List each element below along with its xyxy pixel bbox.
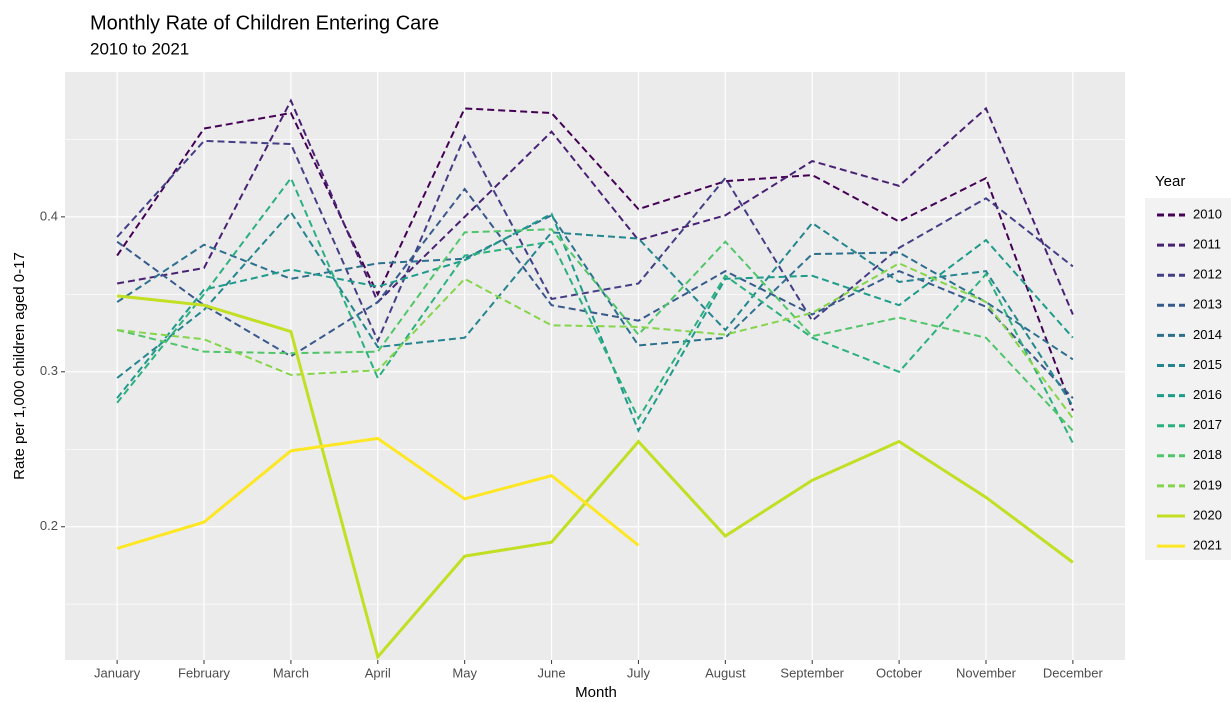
legend-label: 2019 <box>1193 477 1222 492</box>
series-line <box>116 436 640 550</box>
y-tick-label: 0.2 <box>40 518 58 533</box>
x-tick-label: March <box>273 665 309 680</box>
legend-background <box>1145 198 1231 560</box>
chart-title: Monthly Rate of Children Entering Care <box>90 12 439 34</box>
series-line <box>116 212 1074 433</box>
x-axis-title: Month <box>575 684 617 701</box>
legend-label: 2015 <box>1193 357 1222 372</box>
y-axis-title: Rate per 1,000 children aged 0-17 <box>11 252 28 480</box>
series-line <box>116 210 1074 407</box>
legend-label: 2010 <box>1193 206 1222 221</box>
series-line <box>116 133 1074 344</box>
grid <box>65 72 1125 660</box>
y-tick-label: 0.3 <box>40 363 58 378</box>
series-line <box>116 98 1074 315</box>
legend-title: Year <box>1155 173 1185 190</box>
legend-label: 2013 <box>1193 297 1222 312</box>
series-line <box>116 228 1074 432</box>
series-line <box>116 187 1074 399</box>
plot-panel <box>65 72 1125 660</box>
x-tick-label: December <box>1043 665 1104 680</box>
x-tick-label: July <box>627 665 651 680</box>
x-tick-label: October <box>876 665 923 680</box>
legend-label: 2014 <box>1193 327 1222 342</box>
legend-label: 2017 <box>1193 417 1222 432</box>
y-tick-label: 0.4 <box>40 208 58 223</box>
x-tick-label: November <box>956 665 1017 680</box>
x-tick-label: August <box>705 665 746 680</box>
legend-label: 2012 <box>1193 267 1222 282</box>
legend-label: 2020 <box>1193 507 1222 522</box>
x-tick-label: May <box>452 665 477 680</box>
series-line <box>117 262 1074 419</box>
chart-subtitle: 2010 to 2021 <box>90 39 189 58</box>
series-line <box>116 176 1074 444</box>
series-line <box>116 107 1074 411</box>
legend-label: 2021 <box>1193 538 1222 553</box>
legend-label: 2018 <box>1193 447 1222 462</box>
lines <box>116 98 1074 661</box>
x-tick-label: January <box>94 665 141 680</box>
legend-label: 2016 <box>1193 387 1222 402</box>
x-tick-label: September <box>780 665 844 680</box>
x-tick-label: February <box>178 665 231 680</box>
x-tick-label: June <box>537 665 565 680</box>
legend-label: 2011 <box>1193 237 1221 252</box>
x-tick-label: April <box>365 665 391 680</box>
series-line <box>116 294 1074 661</box>
